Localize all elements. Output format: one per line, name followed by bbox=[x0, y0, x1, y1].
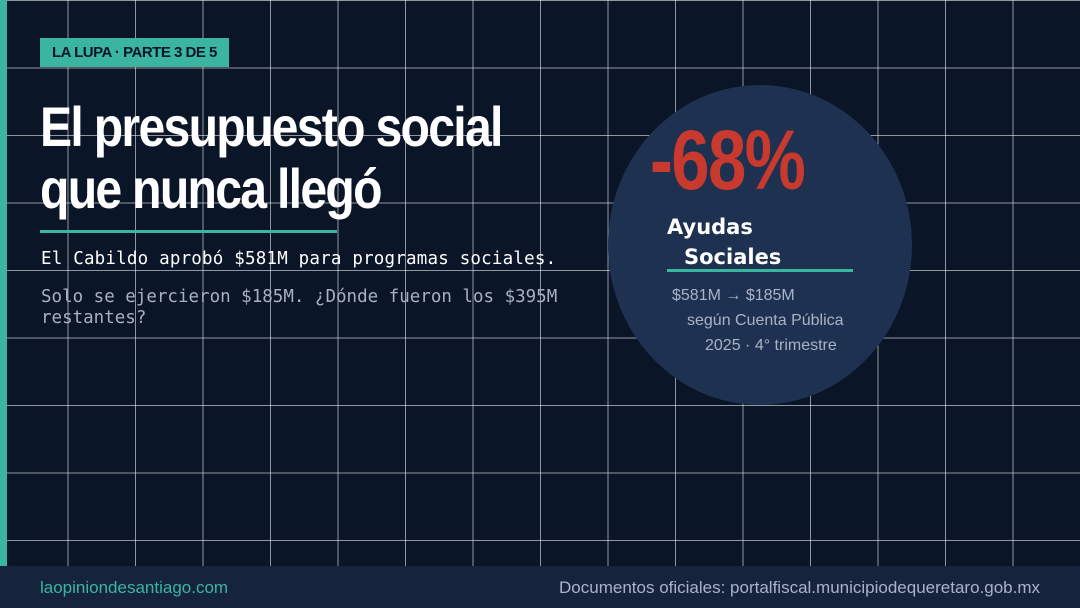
stat-label: Ayudas Sociales bbox=[667, 212, 781, 272]
site-link[interactable]: laopiniondesantiago.com bbox=[40, 578, 229, 597]
headline: El presupuesto social que nunca llegó bbox=[40, 96, 522, 220]
headline-line-2: que nunca llegó bbox=[40, 157, 383, 220]
headline-underline bbox=[40, 230, 337, 233]
stat-note-line-2: según Cuenta Pública bbox=[687, 312, 844, 329]
headline-line-1: El presupuesto social bbox=[40, 95, 503, 158]
stat-label-line-1: Ayudas bbox=[667, 215, 753, 239]
stat-label-line-2: Sociales bbox=[684, 245, 782, 269]
series-tag: LA LUPA · PARTE 3 DE 5 bbox=[40, 38, 229, 67]
question-text: Solo se ejercieron $185M. ¿Dónde fueron … bbox=[41, 287, 558, 328]
stat-circle bbox=[608, 85, 912, 405]
stat-percentage: -68% bbox=[650, 113, 806, 207]
stat-note: $581M → $185M según Cuenta Pública 2025 … bbox=[672, 283, 844, 358]
subtitle: El Cabildo aprobó $581M para programas s… bbox=[41, 249, 557, 269]
background-grid bbox=[0, 0, 1080, 566]
stat-note-line-1: $581M → $185M bbox=[672, 287, 795, 304]
stat-note-line-3: 2025 · 4° trimestre bbox=[705, 337, 837, 354]
source-credit: Documentos oficiales: portalfiscal.munic… bbox=[559, 578, 1040, 597]
footer-bar: laopiniondesantiago.com Documentos ofici… bbox=[0, 566, 1080, 608]
stat-label-underline bbox=[667, 269, 853, 272]
left-accent-bar bbox=[0, 0, 7, 566]
